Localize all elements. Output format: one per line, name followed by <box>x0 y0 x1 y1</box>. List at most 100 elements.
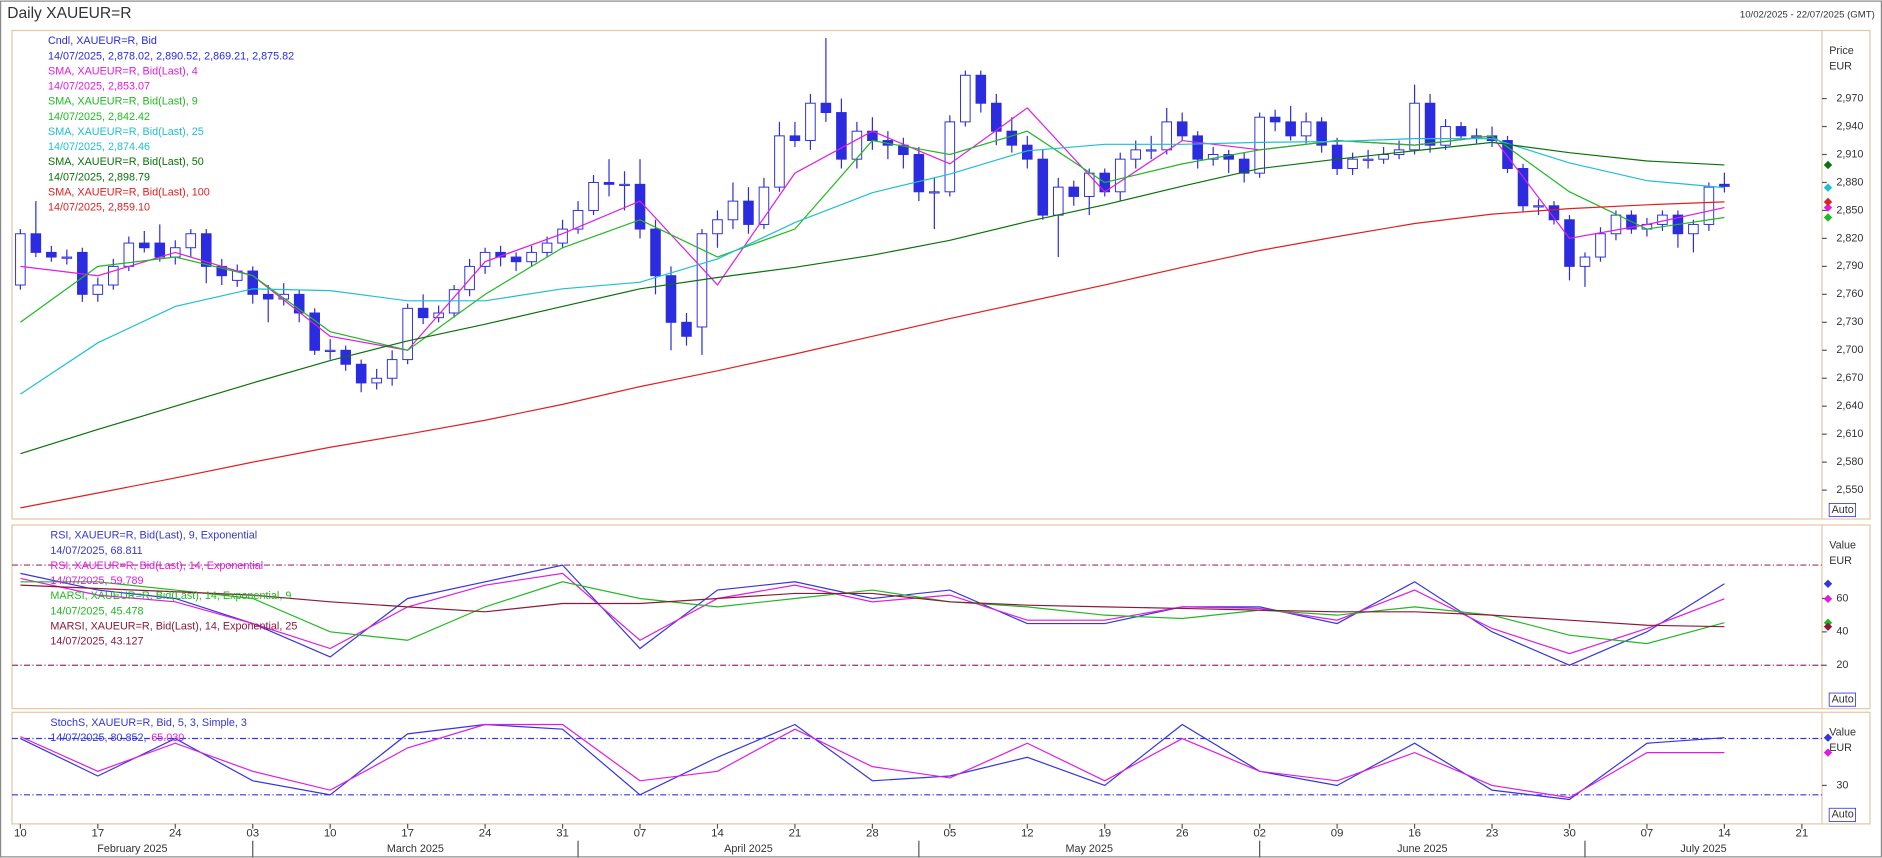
candle-body <box>309 312 320 351</box>
legend-label: SMA, XAUEUR=R, Bid(Last), 9 <box>48 96 198 108</box>
legend-label: MARSI, XAUEUR=R, Bid(Last), 14, Exponent… <box>50 590 291 602</box>
candle-body <box>727 200 739 221</box>
candle-body <box>464 265 475 291</box>
series-line <box>20 201 1725 509</box>
candle-body <box>1440 126 1451 146</box>
last-value-marker <box>1823 197 1833 207</box>
last-value-marker <box>1823 160 1833 170</box>
candle-body <box>417 307 429 319</box>
candle-body <box>913 154 925 193</box>
candle-body <box>200 233 212 267</box>
series-line <box>20 584 1725 628</box>
series-line <box>20 138 1725 395</box>
candle-body <box>1130 149 1142 160</box>
x-tick-label: 03 <box>246 828 259 840</box>
x-tick-label: 30 <box>1563 828 1576 840</box>
month-label: April 2025 <box>724 843 773 855</box>
candle-body <box>108 265 119 286</box>
candle-body <box>603 181 615 185</box>
last-value-marker <box>1823 213 1833 222</box>
y-tick-label: 2,700 <box>1836 344 1863 356</box>
candle-body <box>1610 214 1622 235</box>
candle-body <box>185 233 197 249</box>
y-tick-label: 2,760 <box>1836 288 1863 300</box>
series-line <box>20 581 1725 645</box>
candle-body <box>1068 186 1080 197</box>
candle-body <box>355 363 367 384</box>
candle-body <box>15 233 26 286</box>
candle-body <box>1362 158 1374 161</box>
candle-body <box>836 112 847 160</box>
axis-unit: EUR <box>1829 742 1852 754</box>
y-tick-label: 2,880 <box>1836 176 1863 188</box>
scale-button[interactable] <box>1828 502 1857 518</box>
candle-body <box>324 349 336 352</box>
candle-body <box>991 102 1002 132</box>
legend-value: 14/07/2025, 45.478 <box>50 605 143 617</box>
candle-body <box>541 242 553 253</box>
candle-body <box>851 130 863 160</box>
candle-body <box>820 102 832 114</box>
candle-body <box>293 293 305 314</box>
scale-button-label[interactable]: Auto <box>1832 694 1854 706</box>
candle-body <box>1517 168 1529 207</box>
candle-body <box>1300 121 1312 137</box>
candle-body <box>634 183 646 230</box>
y-tick-label: 2,580 <box>1836 456 1863 468</box>
candle-body <box>1037 158 1049 216</box>
legend-value: 65.030 <box>151 732 184 744</box>
panel-frame <box>11 711 1871 825</box>
candle-body <box>789 135 801 142</box>
x-tick-label: 07 <box>1641 828 1654 840</box>
candle-body <box>1145 149 1157 152</box>
series-line <box>20 130 1725 351</box>
month-label: May 2025 <box>1066 843 1113 855</box>
candle-body <box>929 191 940 194</box>
month-label: July 2025 <box>1680 843 1726 855</box>
candle-body <box>1409 102 1420 151</box>
legend-label: RSI, XAUEUR=R, Bid(Last), 14, Exponentia… <box>50 560 263 572</box>
candle-body <box>1703 186 1715 225</box>
legend-value: 14/07/2025, 43.127 <box>50 636 143 648</box>
series-line <box>20 572 1725 655</box>
scale-button[interactable] <box>1828 692 1857 707</box>
x-tick-label: 17 <box>91 828 104 840</box>
candle-body <box>1192 135 1203 160</box>
x-tick-label: 21 <box>1796 828 1809 840</box>
candle-body <box>1455 126 1467 137</box>
candle-body <box>572 209 584 230</box>
x-tick-label: 10 <box>324 828 337 840</box>
legend-value: 14/07/2025, 2,859.10 <box>48 202 150 214</box>
x-tick-label: 28 <box>866 828 879 840</box>
x-tick-label: 17 <box>401 828 414 840</box>
date-range: 10/02/2025 - 22/07/2025 (GMT) <box>1740 9 1875 20</box>
scale-button-label[interactable]: Auto <box>1832 809 1854 821</box>
last-value-marker <box>1823 183 1833 192</box>
scale-button[interactable] <box>1828 807 1857 822</box>
candle-body <box>479 251 491 267</box>
legend-label: StochS, XAUEUR=R, Bid, 5, 3, Simple, 3 <box>50 717 247 729</box>
candle-body <box>1688 223 1699 235</box>
x-tick-label: 26 <box>1176 828 1189 840</box>
axis-unit: EUR <box>1829 60 1852 72</box>
candle-body <box>262 293 274 300</box>
candle-body <box>898 144 909 155</box>
candle-body <box>588 181 599 211</box>
candle-body <box>46 251 57 258</box>
legend-value: 14/07/2025, 2,853.07 <box>48 81 150 93</box>
candle-body <box>61 256 73 259</box>
candle-body <box>371 377 382 384</box>
chart-title: Daily XAUEUR=R <box>7 5 131 22</box>
month-label: February 2025 <box>97 843 167 855</box>
last-value-marker <box>1823 622 1833 631</box>
scale-button-label[interactable]: Auto <box>1832 504 1854 516</box>
legend-value: 14/07/2025, 2,878.02, 2,890.52, 2,869.21… <box>48 50 294 62</box>
y-tick-label: 60 <box>1836 592 1848 604</box>
candle-body <box>1176 121 1188 137</box>
x-tick-label: 14 <box>711 828 724 840</box>
series-line <box>20 564 1725 666</box>
candle-body <box>510 256 522 263</box>
candle-body <box>247 270 259 295</box>
y-tick-label: 2,820 <box>1836 232 1863 244</box>
panel-frame <box>11 524 1871 710</box>
